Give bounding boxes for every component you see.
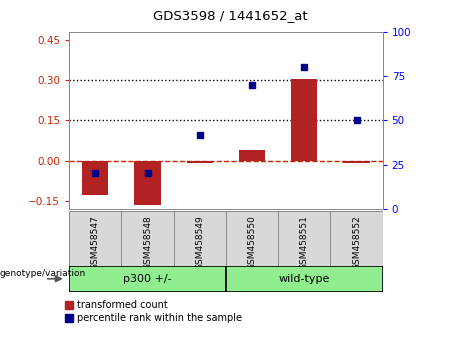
Text: GSM458551: GSM458551 <box>300 215 309 270</box>
Text: genotype/variation: genotype/variation <box>0 269 86 278</box>
Bar <box>331 211 383 266</box>
Bar <box>343 161 370 163</box>
Text: GSM458547: GSM458547 <box>91 215 100 270</box>
Legend: transformed count, percentile rank within the sample: transformed count, percentile rank withi… <box>65 301 242 323</box>
Text: p300 +/-: p300 +/- <box>123 274 172 284</box>
Bar <box>69 211 121 266</box>
Bar <box>121 211 174 266</box>
Bar <box>82 161 108 195</box>
Bar <box>174 211 226 266</box>
Text: GSM458550: GSM458550 <box>248 215 256 270</box>
Text: GSM458552: GSM458552 <box>352 215 361 270</box>
Text: GSM458548: GSM458548 <box>143 215 152 270</box>
Bar <box>135 161 160 205</box>
Text: GSM458549: GSM458549 <box>195 215 204 270</box>
Text: wild-type: wild-type <box>278 274 330 284</box>
Bar <box>291 79 317 161</box>
Bar <box>69 266 226 292</box>
Text: GDS3598 / 1441652_at: GDS3598 / 1441652_at <box>153 9 308 22</box>
Bar <box>226 211 278 266</box>
Bar <box>187 161 213 163</box>
Bar <box>239 150 265 161</box>
Bar <box>226 266 383 292</box>
Bar <box>278 211 331 266</box>
